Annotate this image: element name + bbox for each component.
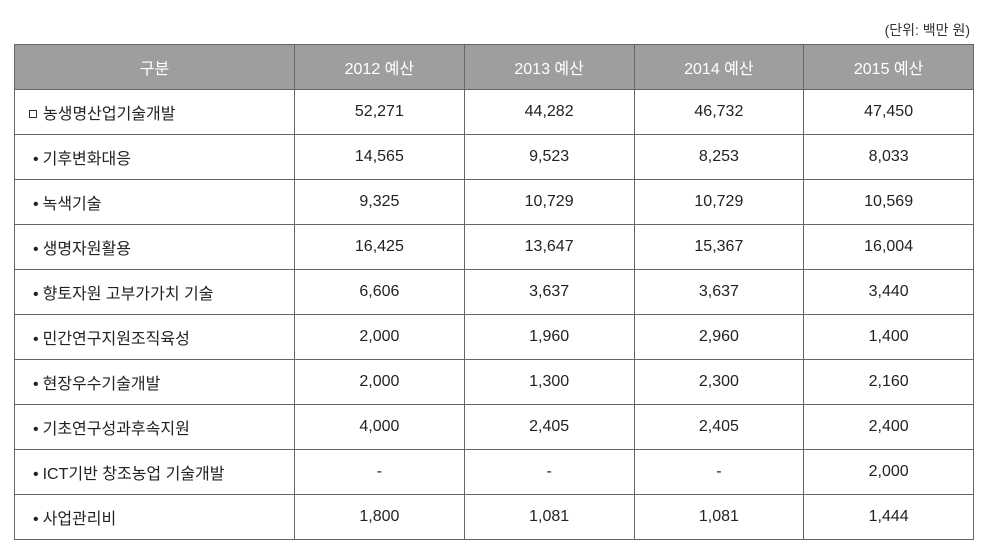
value-cell: 14,565: [295, 135, 465, 180]
value-cell: 3,637: [464, 270, 634, 315]
table-row: •현장우수기술개발2,0001,3002,3002,160: [15, 360, 974, 405]
dot-bullet-icon: •: [33, 241, 39, 258]
value-cell: 10,569: [804, 180, 974, 225]
value-cell: -: [295, 450, 465, 495]
col-header-2014: 2014 예산: [634, 45, 804, 90]
dot-bullet-icon: •: [33, 196, 39, 213]
value-cell: 10,729: [464, 180, 634, 225]
col-header-2013: 2013 예산: [464, 45, 634, 90]
dot-bullet-icon: •: [33, 376, 39, 393]
value-cell: 2,160: [804, 360, 974, 405]
table-row: •ICT기반 창조농업 기술개발---2,000: [15, 450, 974, 495]
category-cell: •현장우수기술개발: [15, 360, 295, 405]
value-cell: 1,300: [464, 360, 634, 405]
category-cell: •사업관리비: [15, 495, 295, 540]
value-cell: 2,000: [295, 315, 465, 360]
value-cell: 3,637: [634, 270, 804, 315]
value-cell: -: [464, 450, 634, 495]
category-cell: 농생명산업기술개발: [15, 90, 295, 135]
value-cell: 2,960: [634, 315, 804, 360]
value-cell: 2,300: [634, 360, 804, 405]
category-label: 농생명산업기술개발: [43, 106, 175, 123]
value-cell: 10,729: [634, 180, 804, 225]
value-cell: 9,523: [464, 135, 634, 180]
square-bullet-icon: [29, 110, 37, 118]
table-row: •생명자원활용16,42513,64715,36716,004: [15, 225, 974, 270]
value-cell: 2,400: [804, 405, 974, 450]
category-label: ICT기반 창조농업 기술개발: [43, 466, 225, 483]
col-header-2015: 2015 예산: [804, 45, 974, 90]
value-cell: 2,000: [804, 450, 974, 495]
col-header-2012: 2012 예산: [295, 45, 465, 90]
category-cell: •기초연구성과후속지원: [15, 405, 295, 450]
value-cell: 16,004: [804, 225, 974, 270]
value-cell: 1,081: [464, 495, 634, 540]
value-cell: 44,282: [464, 90, 634, 135]
table-row: •사업관리비1,8001,0811,0811,444: [15, 495, 974, 540]
dot-bullet-icon: •: [33, 421, 39, 438]
value-cell: 2,405: [464, 405, 634, 450]
value-cell: 8,033: [804, 135, 974, 180]
category-cell: •기후변화대응: [15, 135, 295, 180]
table-row: •녹색기술9,32510,72910,72910,569: [15, 180, 974, 225]
value-cell: 1,444: [804, 495, 974, 540]
value-cell: 3,440: [804, 270, 974, 315]
category-cell: •민간연구지원조직육성: [15, 315, 295, 360]
value-cell: 8,253: [634, 135, 804, 180]
table-row: •민간연구지원조직육성2,0001,9602,9601,400: [15, 315, 974, 360]
value-cell: 16,425: [295, 225, 465, 270]
table-body: 농생명산업기술개발52,27144,28246,73247,450•기후변화대응…: [15, 90, 974, 540]
dot-bullet-icon: •: [33, 331, 39, 348]
value-cell: 2,000: [295, 360, 465, 405]
value-cell: 52,271: [295, 90, 465, 135]
unit-label: (단위: 백만 원): [14, 20, 974, 40]
value-cell: 9,325: [295, 180, 465, 225]
category-label: 향토자원 고부가가치 기술: [43, 286, 214, 303]
category-cell: •생명자원활용: [15, 225, 295, 270]
table-header-row: 구분 2012 예산 2013 예산 2014 예산 2015 예산: [15, 45, 974, 90]
category-label: 녹색기술: [43, 196, 102, 213]
category-label: 생명자원활용: [43, 241, 131, 258]
value-cell: 46,732: [634, 90, 804, 135]
value-cell: 15,367: [634, 225, 804, 270]
value-cell: 1,400: [804, 315, 974, 360]
category-label: 민간연구지원조직육성: [43, 331, 190, 348]
dot-bullet-icon: •: [33, 466, 39, 483]
col-header-category: 구분: [15, 45, 295, 90]
value-cell: 47,450: [804, 90, 974, 135]
dot-bullet-icon: •: [33, 286, 39, 303]
value-cell: 6,606: [295, 270, 465, 315]
value-cell: 1,081: [634, 495, 804, 540]
category-label: 기후변화대응: [43, 151, 131, 168]
value-cell: 13,647: [464, 225, 634, 270]
category-label: 기초연구성과후속지원: [43, 421, 190, 438]
table-row: •기초연구성과후속지원4,0002,4052,4052,400: [15, 405, 974, 450]
table-row: •향토자원 고부가가치 기술6,6063,6373,6373,440: [15, 270, 974, 315]
value-cell: -: [634, 450, 804, 495]
category-cell: •향토자원 고부가가치 기술: [15, 270, 295, 315]
table-row: •기후변화대응14,5659,5238,2538,033: [15, 135, 974, 180]
value-cell: 2,405: [634, 405, 804, 450]
table-row: 농생명산업기술개발 52,27144,28246,73247,450: [15, 90, 974, 135]
category-cell: •녹색기술: [15, 180, 295, 225]
value-cell: 4,000: [295, 405, 465, 450]
value-cell: 1,960: [464, 315, 634, 360]
dot-bullet-icon: •: [33, 151, 39, 168]
budget-table: 구분 2012 예산 2013 예산 2014 예산 2015 예산 농생명산업…: [14, 44, 974, 540]
value-cell: 1,800: [295, 495, 465, 540]
category-cell: •ICT기반 창조농업 기술개발: [15, 450, 295, 495]
category-label: 현장우수기술개발: [43, 376, 161, 393]
